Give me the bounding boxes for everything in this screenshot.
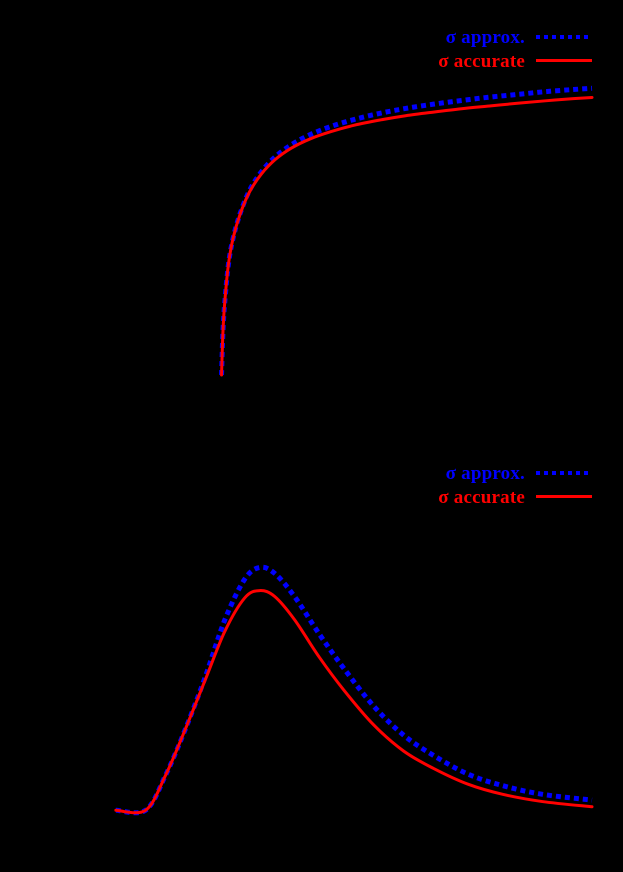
legend-top: σ approx. σ accurate	[438, 26, 592, 72]
legend-bottom-label-approx: σ approx.	[445, 462, 525, 484]
legend-bottom-sample-accurate	[536, 491, 592, 503]
legend-bottom-row-accurate: σ accurate	[438, 486, 592, 508]
legend-top-sample-accurate	[536, 55, 592, 67]
series-top-approx	[219, 85, 593, 376]
legend-bottom-label-accurate: σ accurate	[438, 486, 525, 508]
plot-top-canvas	[219, 85, 594, 377]
legend-top-label-accurate: σ accurate	[438, 50, 525, 72]
legend-top-row-accurate: σ accurate	[438, 50, 592, 72]
solid-line-icon	[536, 495, 592, 498]
solid-line-icon	[536, 59, 592, 62]
series-bottom-accurate	[114, 589, 594, 815]
legend-top-sample-approx	[536, 31, 592, 43]
plot-bottom-canvas	[114, 564, 594, 816]
series-top-accurate	[220, 95, 594, 377]
legend-bottom-sample-approx	[536, 467, 592, 479]
dotted-line-icon	[536, 35, 592, 39]
legend-bottom: σ approx. σ accurate	[438, 462, 592, 508]
series-bottom-approx	[115, 564, 593, 816]
legend-top-row-approx: σ approx.	[446, 26, 592, 48]
plot-panel-top: σ approx. σ accurate	[219, 26, 594, 377]
dotted-line-icon	[536, 471, 592, 475]
plot-panel-bottom	[0, 436, 623, 872]
legend-top-label-approx: σ approx.	[445, 26, 525, 48]
legend-bottom-row-approx: σ approx.	[446, 462, 592, 484]
